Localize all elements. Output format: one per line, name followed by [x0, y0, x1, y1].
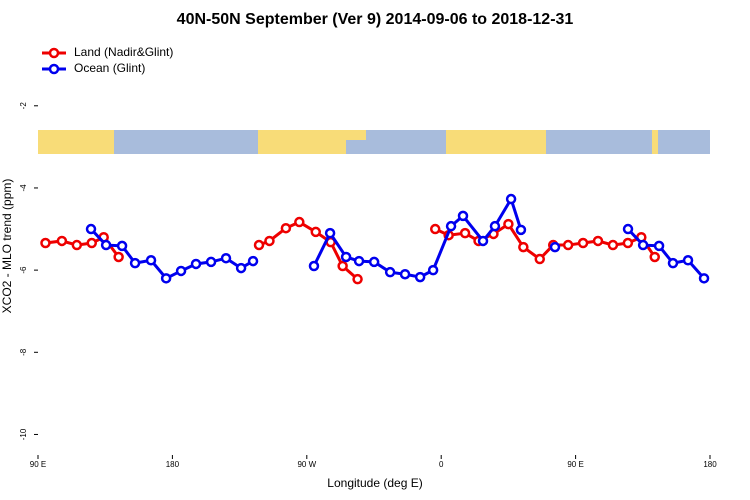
- data-point: [113, 251, 124, 263]
- x-axis-label: Longitude (deg E): [327, 476, 422, 490]
- data-point: [145, 255, 157, 266]
- data-point: [264, 235, 275, 247]
- x-tick-label: 0: [439, 460, 444, 469]
- data-point: [518, 241, 529, 253]
- data-point: [340, 251, 352, 263]
- data-point: [235, 262, 247, 274]
- x-tick-label: 180: [166, 460, 180, 469]
- data-point: [253, 239, 265, 251]
- data-point: [562, 239, 574, 251]
- data-point: [549, 241, 561, 253]
- data-point: [190, 258, 202, 270]
- data-point: [294, 216, 305, 228]
- data-point: [459, 227, 471, 239]
- x-tick-label: 90 E: [567, 460, 583, 469]
- legend-marker: [48, 47, 60, 59]
- data-point: [160, 273, 172, 284]
- data-point: [637, 239, 649, 251]
- data-point: [667, 257, 679, 269]
- x-tick-label: 90 W: [297, 460, 316, 469]
- data-point: [247, 255, 259, 267]
- data-point: [503, 218, 514, 230]
- data-point: [71, 239, 83, 251]
- data-point: [384, 266, 396, 278]
- y-tick-label: -2: [19, 102, 28, 110]
- data-point: [457, 210, 469, 222]
- data-point: [489, 220, 501, 232]
- data-point: [220, 252, 232, 264]
- data-point: [622, 223, 634, 235]
- data-point: [505, 193, 517, 205]
- data-point: [85, 223, 97, 235]
- data-point: [399, 268, 411, 280]
- data-point: [324, 227, 336, 239]
- legend-label: Ocean (Glint): [74, 61, 145, 75]
- data-point: [592, 235, 604, 247]
- data-point: [100, 239, 112, 251]
- y-tick-label: -10: [19, 428, 28, 440]
- chart-title: 40N-50N September (Ver 9) 2014-09-06 to …: [177, 11, 574, 28]
- data-point: [352, 273, 363, 285]
- data-point: [337, 260, 348, 272]
- data-point: [622, 237, 634, 249]
- data-point: [477, 235, 489, 247]
- data-point: [653, 240, 665, 252]
- data-point: [577, 237, 589, 249]
- map-strip: [38, 130, 710, 154]
- data-point: [607, 239, 619, 251]
- series-line: [45, 220, 656, 281]
- x-tick-label: 90 E: [30, 460, 46, 469]
- data-point: [698, 273, 710, 284]
- data-point: [429, 223, 441, 235]
- y-tick-label: -4: [19, 184, 28, 192]
- data-point: [280, 222, 292, 234]
- y-tick-label: -8: [19, 348, 28, 356]
- data-point: [205, 256, 217, 268]
- data-point: [175, 265, 187, 277]
- data-point: [515, 224, 527, 236]
- legend-label: Land (Nadir&Glint): [74, 45, 173, 59]
- data-point: [682, 255, 694, 266]
- data-point: [414, 271, 426, 283]
- data-point: [368, 256, 380, 268]
- data-point: [56, 235, 68, 247]
- y-tick-label: -6: [19, 266, 28, 274]
- data-point: [86, 237, 98, 249]
- y-axis-label: XCO2 - MLO trend (ppm): [0, 179, 14, 314]
- data-point: [116, 240, 128, 252]
- data-point: [129, 257, 141, 269]
- x-tick-label: 180: [703, 460, 717, 469]
- data-point: [310, 226, 322, 238]
- data-point: [427, 264, 439, 276]
- data-point: [534, 253, 546, 265]
- data-point: [308, 260, 320, 272]
- data-point: [649, 251, 660, 263]
- data-point: [445, 220, 457, 232]
- data-point: [40, 237, 51, 249]
- data-point: [353, 255, 365, 267]
- legend-marker: [48, 63, 60, 75]
